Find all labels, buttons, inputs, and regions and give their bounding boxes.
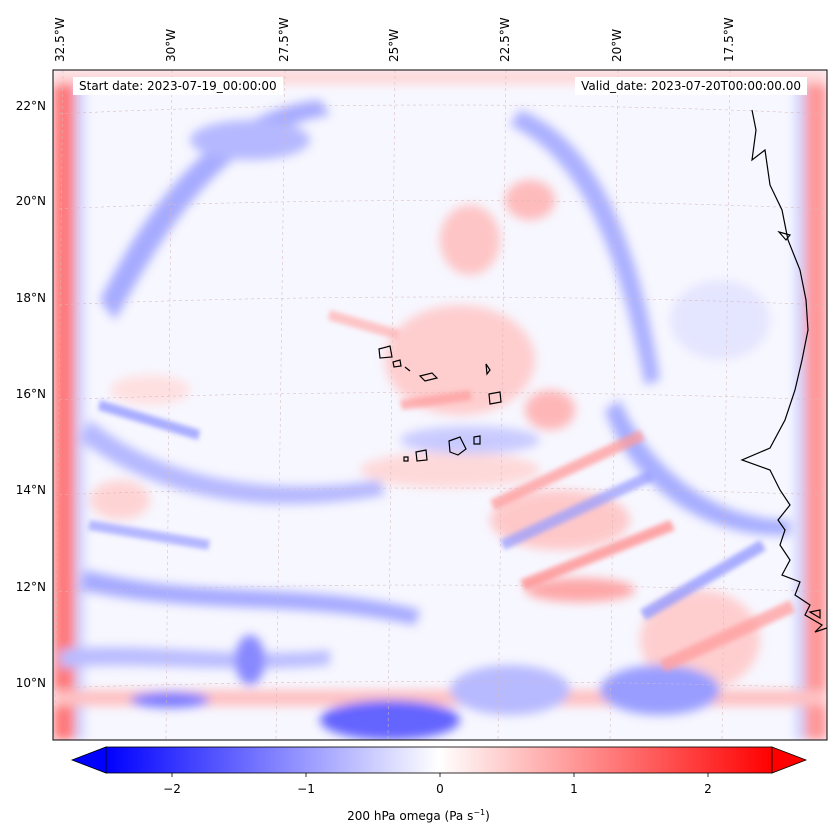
- colorbar-label: 200 hPa omega (Pa s−1): [0, 808, 837, 823]
- colorbar-tick-label: −2: [163, 782, 181, 796]
- lon-label-30w: 30°W: [164, 28, 178, 62]
- colorbar-extend-high: [771, 746, 808, 774]
- lat-label-16n: 16°N: [15, 387, 46, 401]
- lat-label-10n: 10°N: [15, 676, 46, 690]
- valid-date-label: Valid_date: 2023-07-20T00:00:00.00: [575, 77, 807, 95]
- lon-label-22-5w: 22.5°W: [498, 17, 512, 62]
- lon-label-20w: 20°W: [610, 28, 624, 62]
- colorbar-tick-label: 2: [704, 782, 712, 796]
- lon-label-32-5w: 32.5°W: [53, 17, 67, 62]
- map-frame: [52, 69, 828, 741]
- colorbar: [70, 746, 808, 777]
- coastline: [378, 109, 827, 633]
- colorbar-body: [105, 746, 773, 774]
- lon-label-17-5w: 17.5°W: [722, 17, 736, 62]
- omega-field: [53, 70, 827, 740]
- lat-label-22n: 22°N: [15, 99, 46, 113]
- colorbar-tick-label: −1: [297, 782, 315, 796]
- colorbar-extend-low: [70, 746, 107, 774]
- colorbar-label-close: ): [485, 809, 490, 823]
- lat-label-12n: 12°N: [15, 580, 46, 594]
- colorbar-label-main: 200 hPa omega (Pa s: [347, 809, 474, 823]
- lat-label-20n: 20°N: [15, 194, 46, 208]
- colorbar-tick-label: 1: [570, 782, 578, 796]
- lat-label-14n: 14°N: [15, 483, 46, 497]
- colorbar-tick-label: 0: [436, 782, 444, 796]
- graticule: [53, 70, 827, 740]
- lon-label-27-5w: 27.5°W: [277, 17, 291, 62]
- lat-label-18n: 18°N: [15, 291, 46, 305]
- lon-label-25w: 25°W: [387, 28, 401, 62]
- start-date-label: Start date: 2023-07-19_00:00:00: [73, 77, 283, 95]
- colorbar-label-exponent: −1: [473, 808, 486, 817]
